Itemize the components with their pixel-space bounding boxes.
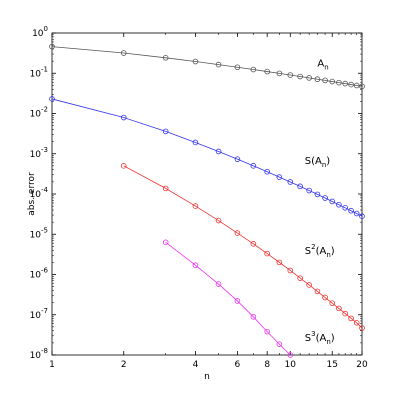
data-point-a (120, 50, 127, 56)
data-point-s3 (162, 239, 169, 246)
data-point-s1 (234, 156, 241, 162)
data-point-a (359, 83, 365, 90)
data-point-a (297, 73, 303, 80)
data-point-s2 (264, 250, 270, 257)
data-point-s1 (287, 179, 294, 185)
x-tick-label: 6 (235, 360, 241, 370)
series-labels: An S(An) S2(An) S3(An) (305, 59, 335, 347)
data-point-s2 (359, 325, 365, 331)
data-point-s3 (215, 281, 222, 287)
x-tick-label: 2 (121, 360, 127, 370)
data-point-s1 (215, 148, 222, 155)
data-point-s2 (329, 300, 336, 306)
data-point-s2 (353, 319, 360, 326)
series-label-s3: S3(An) (305, 330, 335, 346)
data-point-a (215, 61, 222, 68)
data-point-s1 (314, 191, 321, 198)
y-tick-label: 10-8 (30, 347, 48, 361)
data-point-s1 (297, 183, 303, 190)
data-point-a (342, 80, 348, 87)
series-line-a (51, 46, 363, 87)
data-point-a (336, 79, 342, 86)
data-point-s3 (192, 262, 199, 269)
series-lines (49, 43, 365, 358)
data-point-s2 (215, 217, 222, 224)
data-point-s2 (342, 310, 348, 317)
data-point-s3 (264, 328, 270, 335)
data-point-s2 (162, 185, 169, 192)
y-tick-label: 10-6 (30, 267, 49, 281)
y-tick-label: 100 (32, 25, 48, 39)
data-point-s1 (329, 198, 336, 205)
data-point-a (162, 54, 169, 61)
y-tick-label: 10-4 (30, 186, 49, 200)
data-point-s1 (306, 187, 312, 194)
data-point-s1 (250, 163, 257, 169)
data-point-s1 (162, 128, 169, 135)
data-point-s2 (287, 267, 294, 274)
data-point-s3 (234, 298, 241, 304)
data-point-a (353, 82, 360, 89)
y-tick-label: 10-5 (30, 226, 48, 240)
series-label-s2: S2(An) (305, 243, 335, 259)
x-tick-label: 1 (49, 360, 55, 370)
data-point-a (192, 58, 199, 65)
data-point-s1 (336, 201, 342, 208)
data-point-a (287, 72, 294, 78)
series-label-a: An (317, 59, 328, 72)
data-point-s3 (276, 341, 283, 347)
data-point-a (348, 81, 354, 88)
x-axis-label: n (204, 372, 210, 382)
data-point-s2 (322, 294, 328, 301)
series-label-s1: S(An) (305, 156, 331, 169)
data-point-a (49, 43, 55, 50)
data-point-s1 (264, 168, 270, 175)
data-point-s1 (353, 210, 360, 217)
x-tick-label: 10 (285, 360, 297, 370)
data-point-s2 (192, 203, 199, 209)
data-point-s1 (322, 195, 328, 201)
data-point-s2 (348, 315, 354, 322)
data-point-s2 (314, 288, 321, 295)
data-point-a (314, 76, 321, 83)
data-point-s2 (336, 305, 342, 312)
x-tick-label: 4 (193, 360, 199, 370)
data-point-a (306, 75, 312, 81)
data-point-s1 (359, 213, 365, 219)
series-line-s1 (51, 98, 363, 217)
data-point-s2 (250, 241, 257, 247)
data-point-s3 (250, 313, 257, 320)
series-line-s2 (123, 165, 363, 329)
data-point-s2 (120, 163, 127, 169)
data-point-a (234, 64, 241, 71)
y-axis-label: abs. error (27, 172, 37, 216)
data-point-s3 (287, 352, 294, 358)
x-tick-label: 8 (264, 360, 270, 370)
y-tick-label: 10-7 (30, 307, 48, 321)
data-point-a (264, 68, 270, 75)
data-point-a (276, 70, 283, 77)
data-point-s1 (342, 205, 348, 211)
plot-frame (51, 32, 363, 356)
y-tick-label: 10-2 (30, 106, 48, 120)
data-point-s2 (306, 282, 312, 288)
data-point-s1 (348, 207, 354, 214)
axes: 1 2 4 6 8 10 15 20 100 10-1 10-2 10-3 10-4 10-5 10-6 10… (30, 25, 368, 370)
y-tick-label: 10-3 (30, 146, 48, 160)
data-point-s1 (120, 114, 127, 121)
data-point-s2 (297, 275, 303, 281)
data-point-s1 (49, 96, 55, 102)
y-tick-label: 10-1 (30, 65, 48, 79)
data-point-s1 (276, 174, 283, 180)
data-point-s2 (234, 230, 241, 236)
x-tick-label: 20 (356, 360, 368, 370)
data-point-s1 (192, 139, 199, 146)
data-point-a (329, 78, 336, 85)
series-line-s3 (165, 242, 291, 356)
x-tick-label: 15 (327, 360, 338, 370)
data-point-s2 (276, 259, 283, 266)
data-point-a (250, 66, 257, 73)
data-point-a (322, 77, 328, 84)
